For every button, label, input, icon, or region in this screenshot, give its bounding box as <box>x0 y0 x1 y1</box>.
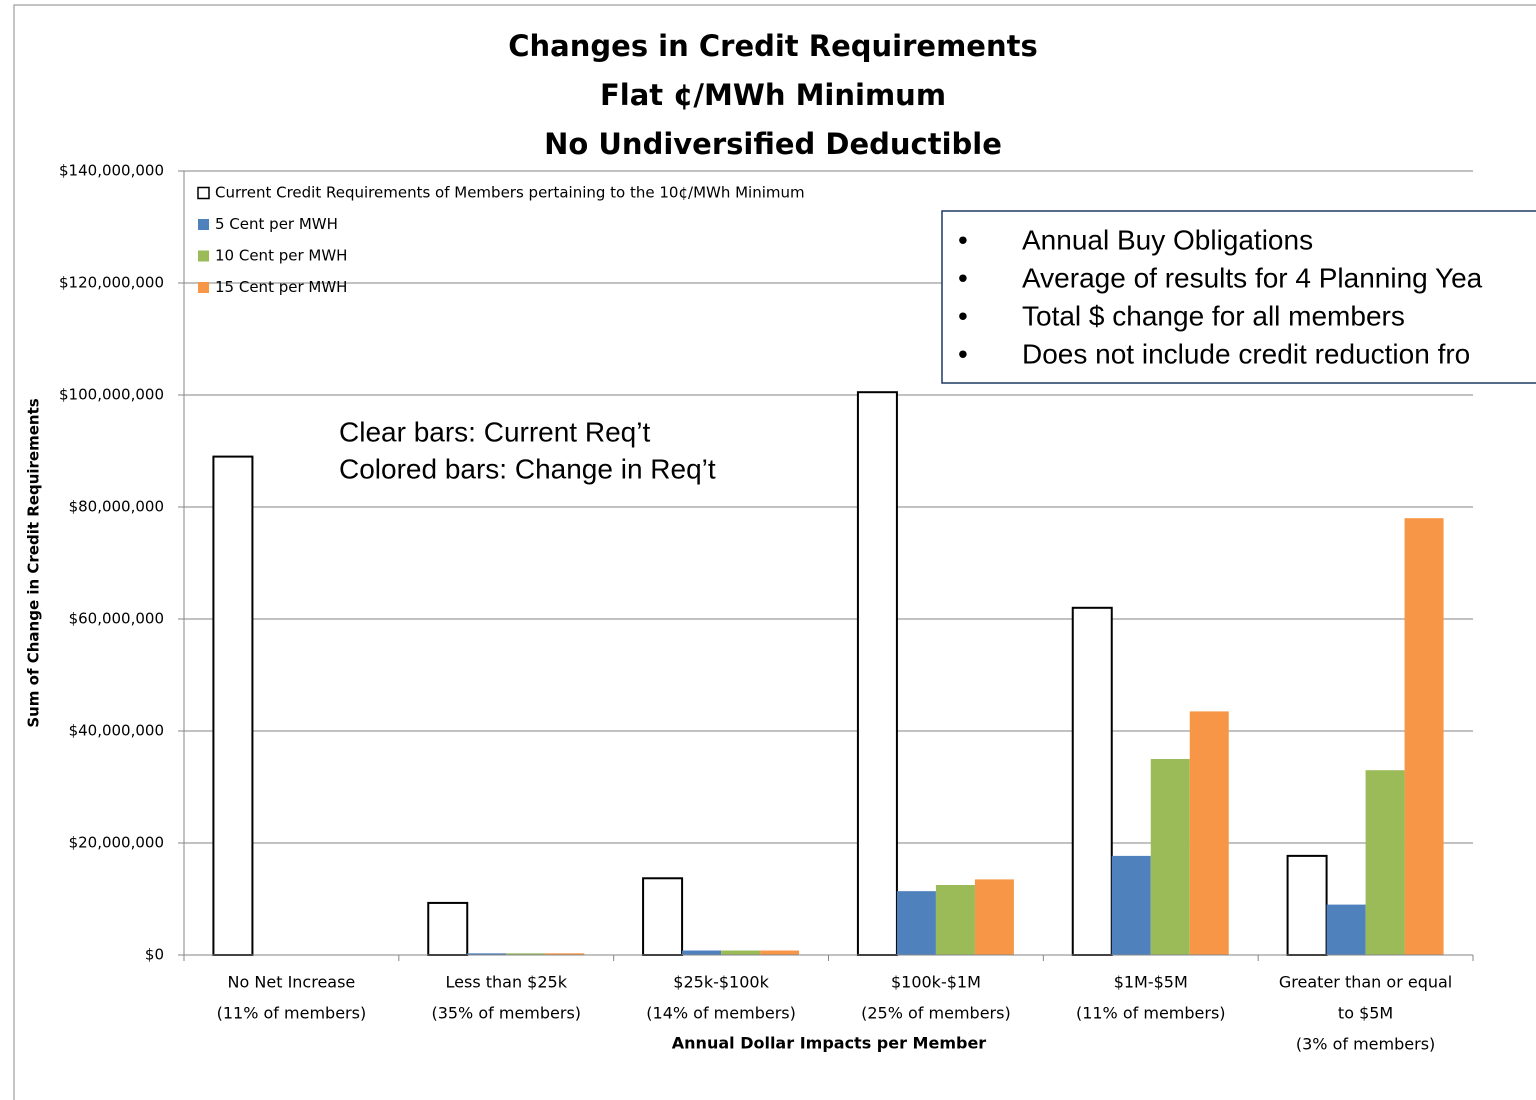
x-tick-label: Less than $25k <box>446 973 568 992</box>
x-tick-label: (25% of members) <box>861 1004 1011 1023</box>
bar <box>1189 711 1229 955</box>
chart-frame <box>13 4 1536 1100</box>
note-text: Annual Buy Obligations <box>1022 224 1313 255</box>
legend-label: 10 Cent per MWH <box>215 247 347 265</box>
y-tick-label: $0 <box>145 946 164 964</box>
legend-swatch <box>198 219 209 230</box>
x-tick-label: $100k-$1M <box>891 973 981 992</box>
note-bullet: • <box>958 262 968 293</box>
bar <box>1404 518 1444 955</box>
y-tick-label: $20,000,000 <box>69 834 164 852</box>
note-bullet: • <box>958 224 968 255</box>
bar <box>1111 855 1151 955</box>
x-tick-label: (11% of members) <box>1076 1004 1226 1023</box>
x-tick-label: $1M-$5M <box>1114 973 1188 992</box>
bar <box>896 891 936 955</box>
bar <box>427 901 469 956</box>
bar <box>974 879 1014 955</box>
note-text: Average of results for 4 Planning Yea <box>1022 262 1483 293</box>
legend-label: Current Credit Requirements of Members p… <box>215 184 805 202</box>
legend-swatch <box>197 186 210 200</box>
y-tick-label: $40,000,000 <box>69 722 164 740</box>
legend-label: 15 Cent per MWH <box>215 278 347 296</box>
x-tick-label: $25k-$100k <box>673 973 769 992</box>
chart-title: Changes in Credit Requirements <box>508 29 1038 63</box>
bar <box>721 950 761 955</box>
bar <box>545 953 585 955</box>
x-tick-label: (35% of members) <box>431 1004 581 1023</box>
bar <box>856 391 898 956</box>
legend-swatch <box>198 250 209 262</box>
bar <box>935 885 975 955</box>
bar <box>1326 904 1366 955</box>
y-tick-label: $100,000,000 <box>59 386 164 404</box>
chart-title: Flat ¢/MWh Minimum <box>600 78 946 112</box>
note-bullet: • <box>958 300 968 331</box>
bar <box>682 950 722 955</box>
x-tick-label: No Net Increase <box>228 973 356 992</box>
x-tick-label: to $5M <box>1338 1004 1393 1023</box>
bar <box>1150 759 1190 955</box>
y-tick-label: $60,000,000 <box>69 610 164 628</box>
chart-title: No Undiversified Deductible <box>544 127 1002 161</box>
note-text: Total $ change for all members <box>1022 300 1405 331</box>
bar <box>212 455 254 956</box>
y-tick-label: $80,000,000 <box>69 498 164 516</box>
bar <box>760 950 800 955</box>
note-box-border <box>941 210 1536 384</box>
legend-label: 5 Cent per MWH <box>215 215 338 233</box>
bar <box>1286 854 1328 957</box>
y-axis-label: Sum of Change in Credit Requirements <box>25 398 43 727</box>
plot: $0 $20,000,000 $40,000,000 $60,000,000 $80,0… <box>59 162 1474 1054</box>
legend-swatch <box>198 282 209 293</box>
annotation: Clear bars: Current Req’t <box>339 416 650 447</box>
x-axis-label: Annual Dollar Impacts per Member <box>672 1034 987 1053</box>
bar <box>1071 606 1113 956</box>
x-tick-label: (11% of members) <box>217 1004 367 1023</box>
bar <box>642 877 684 957</box>
note-bullet: • <box>958 338 968 369</box>
x-tick-label: Greater than or equal <box>1279 973 1452 992</box>
note-box: • Annual Buy Obligations • Average of resul… <box>941 210 1536 384</box>
x-tick-label: (3% of members) <box>1296 1035 1435 1054</box>
bar <box>506 953 546 955</box>
y-tick-label: $120,000,000 <box>59 274 164 292</box>
annotation: Colored bars: Change in Req’t <box>339 453 716 484</box>
note-text: Does not include credit reduction fro <box>1022 338 1470 369</box>
x-tick-label: (14% of members) <box>646 1004 796 1023</box>
bar <box>1365 770 1405 955</box>
y-tick-label: $140,000,000 <box>59 162 164 180</box>
bar <box>467 953 507 955</box>
